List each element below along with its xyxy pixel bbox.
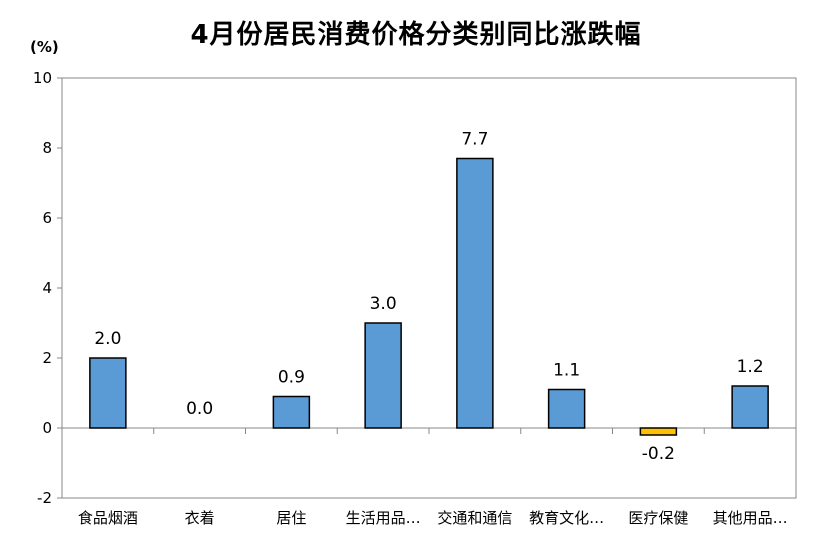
bar [89,357,127,429]
y-axis-unit: (%) [30,38,59,56]
x-tick-label: 居住 [276,509,306,527]
chart-title: 4月份居民消费价格分类别同比涨跌幅 [190,20,642,50]
x-tick-label: 教育文化… [529,509,604,527]
data-label: 0.9 [278,368,305,388]
data-label: 0.0 [186,399,213,419]
data-label: 3.0 [370,294,397,314]
y-tick-label: 10 [33,69,52,87]
bar [272,395,311,429]
y-tick-label: 6 [42,209,52,227]
y-tick-label: 2 [42,349,52,367]
y-tick-label: 0 [42,419,52,437]
y-tick-label: 8 [42,139,52,157]
data-label: 2.0 [94,329,121,349]
bar [456,157,494,429]
x-tick-label: 交通和通信 [437,509,512,527]
x-tick-label: 食品烟酒 [78,509,138,527]
bar [547,388,586,429]
y-tick-label: 4 [42,279,52,297]
data-label: 7.7 [461,130,488,150]
data-label: -0.2 [642,444,675,464]
y-tick-label: -2 [37,489,52,507]
bar [364,322,402,429]
bar [731,385,769,429]
x-tick-label: 生活用品… [346,509,421,527]
x-tick-label: 其他用品… [713,509,788,527]
x-tick-label: 衣着 [185,509,215,527]
data-label: 1.2 [737,357,764,377]
bar [639,427,678,436]
x-tick-label: 医疗保健 [628,509,688,527]
plot-area [61,77,797,499]
data-label: 1.1 [553,361,580,381]
